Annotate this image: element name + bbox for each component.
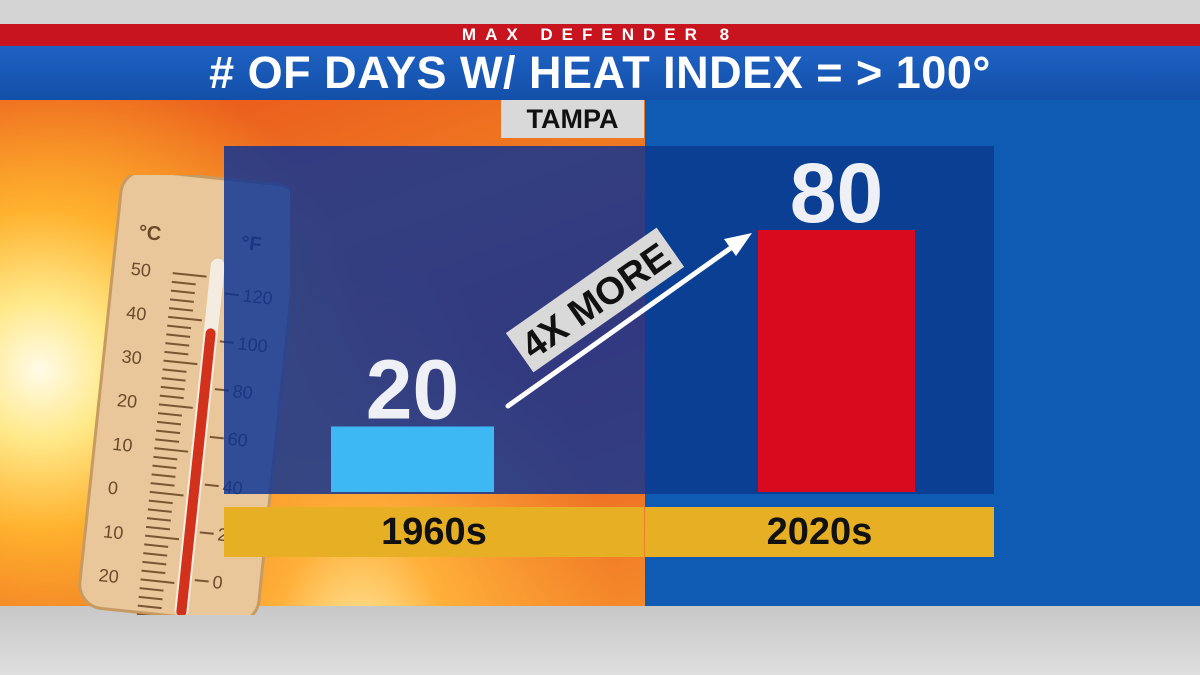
celsius-tick-mark: [145, 525, 171, 531]
celsius-tick-mark: [170, 289, 195, 295]
title-bar: # OF DAYS W/ HEAT INDEX = > 100°: [0, 46, 1200, 100]
fahrenheit-tick-mark: [194, 579, 209, 583]
data-label-1960s: 20: [366, 343, 459, 437]
celsius-tick-mark: [172, 272, 207, 278]
celsius-tick-label: 50: [130, 259, 152, 281]
celsius-tick-label: 10: [112, 434, 134, 456]
annotation-tag: [505, 227, 685, 373]
celsius-tick-mark: [158, 403, 193, 409]
celsius-tick-mark: [167, 324, 192, 330]
celsius-tick-mark: [156, 429, 181, 435]
celsius-tick-mark: [138, 595, 163, 601]
brand-bar: MAX DEFENDER 8: [0, 24, 1200, 46]
celsius-tick-label: 40: [125, 303, 147, 325]
celsius-tick-mark: [168, 307, 194, 312]
celsius-tick-mark: [163, 359, 198, 366]
bar-1960s: [331, 426, 494, 492]
celsius-tick-mark: [165, 342, 190, 347]
celsius-tick-mark: [161, 377, 186, 382]
fahrenheit-tick-mark: [199, 531, 214, 535]
fahrenheit-tick-mark: [204, 483, 219, 488]
bar-2020s: [758, 230, 915, 492]
celsius-tick-label: 30: [121, 346, 143, 368]
bottom-strip: [0, 606, 1200, 675]
brand-label: MAX DEFENDER 8: [461, 25, 739, 44]
celsius-tick-label: 10: [102, 521, 124, 543]
celsius-tick-mark: [145, 534, 180, 541]
celsius-tick-mark: [151, 473, 176, 478]
celsius-tick-mark: [168, 315, 203, 322]
category-label-1960s: 1960s: [224, 507, 644, 557]
celsius-tick-mark: [150, 482, 175, 487]
celsius-tick-mark: [140, 578, 175, 584]
arrow-head-icon: [724, 233, 752, 256]
celsius-tick-mark: [162, 368, 187, 373]
celsius-tick-mark: [146, 517, 171, 522]
data-label-2020s: 80: [790, 146, 883, 240]
celsius-tick-mark: [142, 560, 167, 566]
celsius-tick-mark: [164, 350, 189, 356]
celsius-tick-mark: [166, 333, 191, 338]
celsius-tick-mark: [148, 499, 173, 505]
arrow-shaft: [505, 242, 738, 409]
celsius-tick-mark: [144, 543, 169, 548]
celsius-tick-mark: [137, 604, 162, 610]
celsius-unit-label: °C: [138, 221, 163, 245]
celsius-tick-mark: [154, 447, 189, 453]
celsius-tick-mark: [169, 298, 194, 303]
thermometer-mercury: [176, 328, 216, 615]
celsius-tick-label: 20: [116, 390, 138, 412]
celsius-tick-mark: [156, 420, 182, 426]
celsius-tick-mark: [147, 508, 172, 513]
chart-title: # OF DAYS W/ HEAT INDEX = > 100°: [209, 47, 991, 98]
category-label-2020s: 2020s: [645, 507, 994, 557]
fahrenheit-tick-mark: [209, 435, 224, 440]
celsius-tick-mark: [159, 394, 184, 400]
celsius-tick-mark: [153, 455, 178, 461]
celsius-tick-label: 0: [107, 478, 119, 499]
celsius-tick-mark: [143, 552, 168, 557]
celsius-tick-mark: [136, 613, 161, 615]
celsius-tick-mark: [152, 464, 177, 470]
celsius-tick-mark: [157, 412, 182, 417]
celsius-tick-mark: [141, 569, 166, 575]
celsius-tick-mark: [149, 490, 184, 497]
celsius-tick-label: 20: [98, 565, 120, 587]
celsius-tick-mark: [171, 280, 196, 286]
location-tag: TAMPA: [501, 100, 644, 138]
celsius-tick-mark: [139, 587, 164, 592]
celsius-tick-mark: [155, 438, 180, 443]
celsius-tick-mark: [160, 385, 185, 391]
increase-arrow: 4X MORE: [505, 227, 752, 409]
fahrenheit-tick-label: 0: [212, 572, 224, 593]
